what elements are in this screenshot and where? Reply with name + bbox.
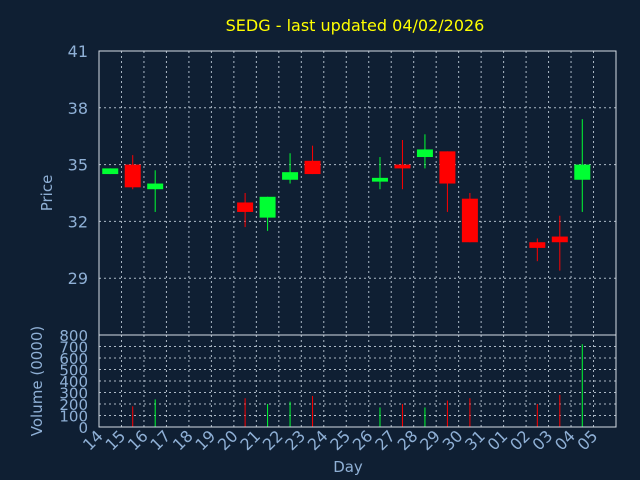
candle-body: [124, 164, 141, 188]
volume-panel-frame: [98, 334, 617, 428]
candle-body: [551, 236, 568, 243]
volume-axis-label: Volume (0000): [28, 326, 46, 436]
volume-grid: [99, 335, 616, 427]
chart-title: SEDG - last updated 04/02/2026: [226, 16, 485, 35]
price-axis-label: Price: [38, 175, 56, 212]
price-ticks: 41 38 35 32 29: [68, 42, 88, 288]
volume-tick-label: 700: [59, 339, 88, 357]
price-tick-label: 35: [68, 156, 88, 175]
candle-body: [282, 172, 299, 180]
candle-body: [259, 196, 276, 218]
x-ticks: 1415161718192021222324252627282930310102…: [79, 426, 601, 454]
candle-body: [461, 198, 478, 243]
candle-body: [102, 168, 119, 175]
candle-body: [371, 177, 388, 182]
volume-bars: [132, 344, 583, 427]
candle-body: [439, 151, 456, 184]
candle-body: [237, 202, 254, 212]
volume-tick-label: 300: [59, 385, 88, 403]
volume-tick-label: 600: [59, 350, 88, 368]
price-tick-label: 29: [68, 269, 88, 288]
candle-body: [416, 149, 433, 158]
volume-tick-label: 100: [59, 408, 88, 426]
x-axis-label: Day: [333, 458, 363, 476]
price-tick-label: 41: [68, 42, 88, 61]
volume-tick-label: 0: [78, 419, 88, 437]
candles: [102, 119, 591, 271]
candle-body: [147, 183, 164, 190]
candle-body: [394, 164, 411, 169]
volume-tick-label: 200: [59, 396, 88, 414]
price-tick-label: 38: [68, 99, 88, 118]
candle-body: [529, 242, 546, 248]
volume-tick-label: 400: [59, 373, 88, 391]
price-tick-label: 32: [68, 212, 88, 231]
volume-tick-label: 500: [59, 362, 88, 380]
volume-tick-label: 800: [59, 327, 88, 345]
candle-body: [574, 164, 591, 180]
candle-body: [304, 160, 321, 175]
price-grid: [99, 50, 616, 335]
